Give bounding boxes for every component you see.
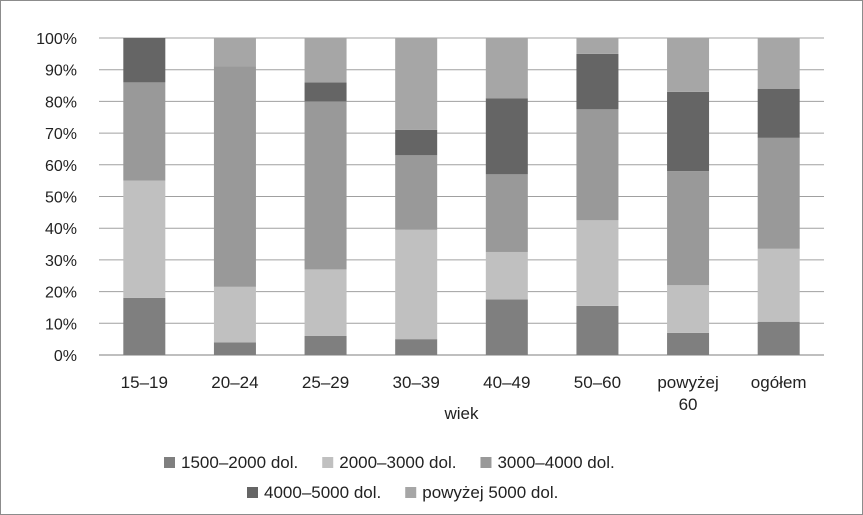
bar-segment (123, 297, 166, 355)
x-tick-label: 15–19 (121, 373, 168, 392)
x-tick-label: 40–49 (483, 373, 530, 392)
bar-segment (485, 251, 528, 300)
bar-segment (757, 248, 800, 322)
bar-segment (304, 101, 347, 270)
x-tick-label: 60 (679, 395, 698, 414)
bar-segment (485, 38, 528, 99)
x-tick-label: 25–29 (302, 373, 349, 392)
legend-swatch (405, 487, 417, 498)
legend-label: 3000–4000 dol. (497, 453, 614, 472)
bar-segment (576, 220, 619, 306)
legend-label: 1500–2000 dol. (181, 453, 298, 472)
bar-segment (395, 155, 438, 230)
y-tick-label: 100% (36, 31, 77, 48)
bar-segment (304, 335, 347, 355)
legend-swatch (322, 457, 334, 468)
legend-label: 4000–5000 dol. (264, 483, 381, 502)
bar-segment (757, 321, 800, 355)
y-tick-label: 70% (45, 126, 77, 143)
bars (123, 38, 800, 355)
bar-segment (667, 91, 710, 172)
bar-segment (485, 299, 528, 355)
gridlines (99, 37, 824, 324)
bar-segment (213, 38, 256, 67)
bar-segment (576, 109, 619, 221)
bar-segment (304, 269, 347, 336)
x-tick-label: powyżej (657, 373, 718, 392)
bar-segment (123, 180, 166, 298)
bar-segment (757, 38, 800, 89)
bar-segment (485, 98, 528, 175)
bar-segment (213, 66, 256, 287)
y-tick-label: 90% (45, 63, 77, 80)
bar-segment (667, 38, 710, 92)
bar-segment (576, 53, 619, 110)
legend-swatch (247, 487, 258, 498)
y-tick-label: 0% (54, 348, 77, 365)
bar-segment (213, 286, 256, 343)
bar-segment (395, 38, 438, 130)
bar-segment (395, 229, 438, 340)
bar-segment (213, 342, 256, 355)
bar-segment (576, 305, 619, 355)
y-tick-label: 80% (45, 94, 77, 111)
y-tick-label: 30% (45, 253, 77, 270)
x-tick-label: 30–39 (393, 373, 440, 392)
tick-labels: 0% 10% 20% 30% 40% 50% 60% 70% 80% 90% 100% 15–19 20… (36, 31, 806, 414)
bar-segment (123, 38, 166, 83)
x-tick-label: ogółem (751, 373, 807, 392)
y-tick-label: 40% (45, 221, 77, 238)
legend: 1500–2000 dol. 2000–3000 dol. 3000–4000 do… (164, 453, 615, 502)
bar-segment (485, 174, 528, 252)
bar-segment (395, 339, 438, 355)
y-tick-label: 20% (45, 285, 77, 302)
x-tick-label: 20–24 (211, 373, 258, 392)
bar-segment (123, 82, 166, 181)
bar-segment (667, 285, 710, 333)
x-tick-label: 50–60 (574, 373, 621, 392)
y-tick-label: 50% (45, 190, 77, 207)
x-axis-title: wiek (443, 404, 479, 423)
legend-label: powyżej 5000 dol. (422, 483, 558, 502)
bar-segment (304, 82, 347, 102)
bar-segment (304, 38, 347, 83)
bar-segment (757, 137, 800, 249)
bar-segment (395, 129, 438, 156)
bar-segment (667, 332, 710, 355)
y-tick-label: 10% (45, 316, 77, 333)
bar-segment (667, 171, 710, 286)
legend-label: 2000–3000 dol. (339, 453, 456, 472)
bar-segment (757, 88, 800, 138)
y-tick-label: 60% (45, 158, 77, 175)
legend-swatch (164, 457, 175, 468)
legend-swatch (480, 457, 492, 468)
bar-segment (576, 38, 619, 54)
